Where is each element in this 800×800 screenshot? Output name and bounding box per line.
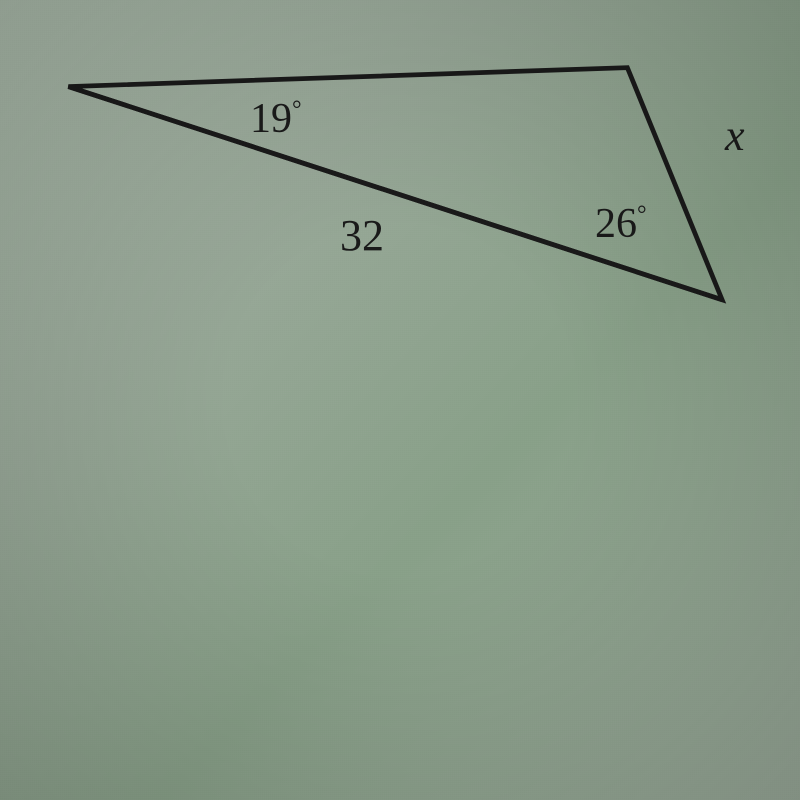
angle-label-19: 19° xyxy=(250,95,302,143)
angle-label-26: 26° xyxy=(595,200,647,248)
degree-symbol-2: ° xyxy=(637,202,647,228)
angle-value-19: 19 xyxy=(250,96,292,142)
triangle-diagram: 19° 26° x 32 xyxy=(40,30,760,380)
side-label-32: 32 xyxy=(340,210,384,261)
side-label-x: x xyxy=(725,110,745,161)
triangle-diagonal xyxy=(68,87,722,300)
triangle-svg xyxy=(40,30,760,380)
degree-symbol-1: ° xyxy=(292,97,302,123)
angle-value-26: 26 xyxy=(595,201,637,247)
triangle-outline xyxy=(68,68,722,300)
